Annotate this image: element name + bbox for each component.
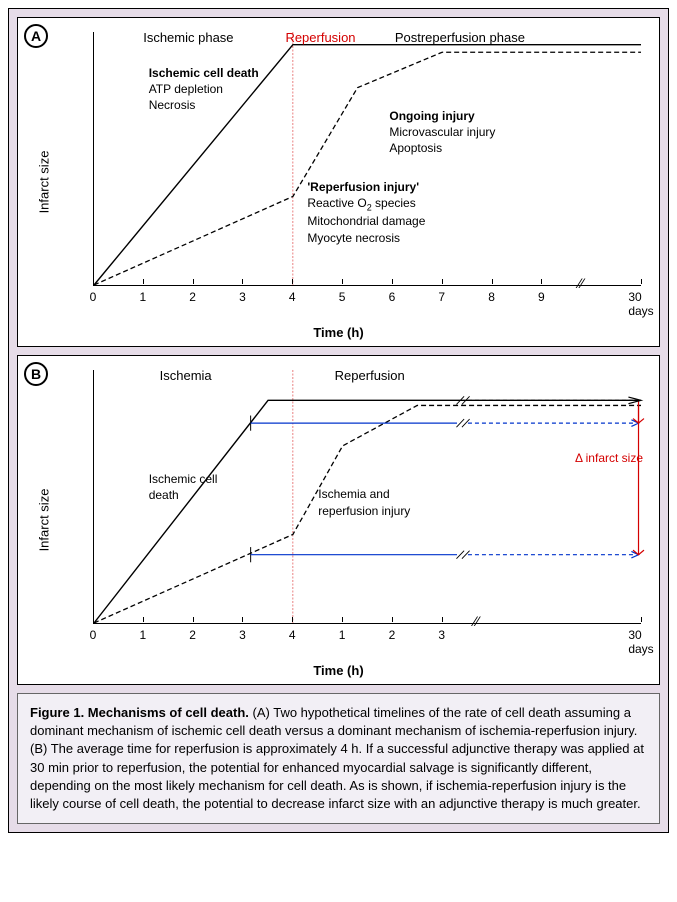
x-tick: 0 [90,290,97,304]
x-tick: 30 days [628,290,653,318]
chart-annotation: 'Reperfusion injury'Reactive O2 speciesM… [307,179,425,246]
panel-a: A Infarct size Time (h) Ischemic phase Re… [17,17,660,347]
delta-infarct-label: Δ infarct size [575,451,643,465]
panel-a-plot: Ischemic phase Reperfusion Postreperfusion… [93,32,641,286]
figure-container: A Infarct size Time (h) Ischemic phase Re… [8,8,669,833]
x-tick: 6 [389,290,396,304]
caption-body: (A) Two hypothetical timelines of the ra… [30,705,644,811]
chart-annotation: Ischemic celldeath [149,471,218,503]
phase-label: Reperfusion [285,30,355,45]
panel-b: B Infarct size Time (h) Ischemia Reperfus… [17,355,660,685]
x-tick: 3 [239,290,246,304]
panel-b-ylabel: Infarct size [37,489,52,552]
caption-title: Figure 1. Mechanisms of cell death. [30,705,249,720]
panel-b-ticks: 0123412330 days⁄⁄ [93,628,641,646]
x-tick: 7 [438,290,445,304]
panel-b-xlabel: Time (h) [313,663,363,678]
x-tick: 5 [339,290,346,304]
chart-annotation: Ischemic cell deathATP depletionNecrosis [149,65,259,114]
x-tick: 3 [239,628,246,642]
panel-b-badge: B [24,362,48,386]
phase-label: Reperfusion [335,368,405,383]
phase-label: Ischemia [160,368,212,383]
x-tick: 0 [90,628,97,642]
phase-label: Postreperfusion phase [395,30,525,45]
x-tick: 2 [189,290,196,304]
chart-annotation: Ongoing injuryMicrovascular injuryApopto… [389,108,495,157]
x-tick: 2 [189,628,196,642]
panel-a-ylabel: Infarct size [37,151,52,214]
x-tick: 9 [538,290,545,304]
phase-label: Ischemic phase [143,30,233,45]
x-tick: 30 days [628,628,653,656]
chart-annotation: Ischemia andreperfusion injury [318,486,410,518]
x-tick: 1 [139,290,146,304]
x-tick: 3 [438,628,445,642]
x-tick: 2 [389,628,396,642]
x-tick: 1 [139,628,146,642]
panel-a-xlabel: Time (h) [313,325,363,340]
x-tick: 4 [289,290,296,304]
x-tick: 1 [339,628,346,642]
panel-b-plot: Ischemia Reperfusion Ischemic celldeath Is… [93,370,641,624]
figure-caption: Figure 1. Mechanisms of cell death. (A) … [17,693,660,824]
panel-a-badge: A [24,24,48,48]
x-tick: 8 [488,290,495,304]
panel-a-ticks: 012345678930 days⁄⁄ [93,290,641,308]
x-tick: 4 [289,628,296,642]
